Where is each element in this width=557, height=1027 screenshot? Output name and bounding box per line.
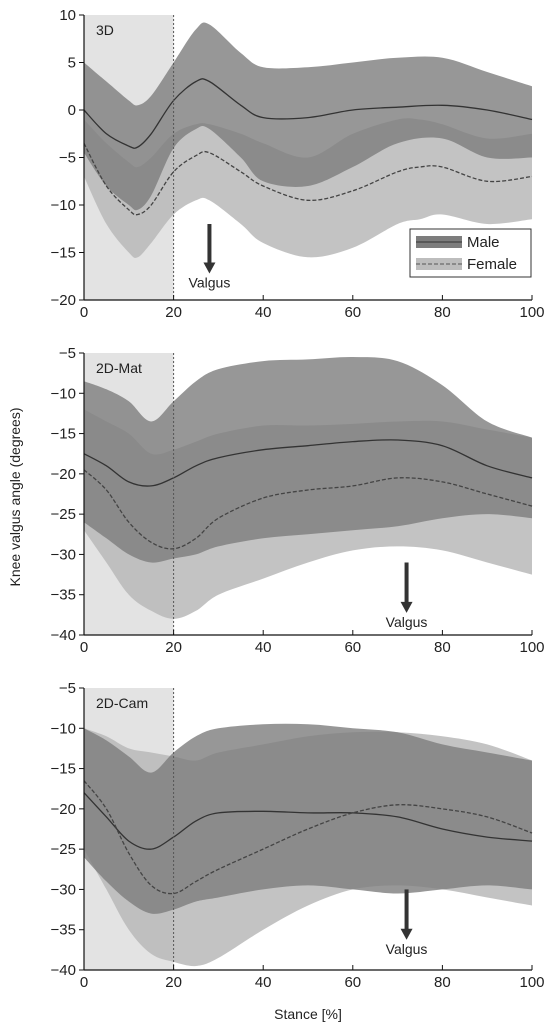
male-mean-line xyxy=(83,78,533,149)
x-tick-label: 0 xyxy=(80,974,88,991)
y-tick-label: −40 xyxy=(51,962,76,979)
y-tick-label: −5 xyxy=(59,680,76,697)
y-tick-label: −5 xyxy=(59,150,76,167)
male-mean-line xyxy=(83,439,533,487)
panel-label: 2D-Cam xyxy=(96,695,148,711)
legend-label: Female xyxy=(467,256,517,273)
x-tick-label: 100 xyxy=(519,639,544,656)
y-tick-label: −15 xyxy=(51,245,76,262)
valgus-arrow-head xyxy=(400,601,413,613)
y-tick-label: −35 xyxy=(51,587,76,604)
x-tick-label: 80 xyxy=(434,639,451,656)
x-tick-label: 60 xyxy=(344,304,361,321)
y-tick-label: −30 xyxy=(51,546,76,563)
x-tick-label: 20 xyxy=(165,304,182,321)
x-tick-label: 100 xyxy=(519,974,544,991)
male-sd-band xyxy=(84,723,532,914)
x-tick-label: 60 xyxy=(344,639,361,656)
y-tick-label: −20 xyxy=(51,292,76,309)
y-tick-label: −15 xyxy=(51,761,76,778)
x-tick-label: 40 xyxy=(255,639,272,656)
legend-swatch xyxy=(416,258,462,270)
y-tick-label: −10 xyxy=(51,197,76,214)
legend-label: Male xyxy=(467,234,500,251)
panel-2: −40 −35 −30 −25 −20 −15 −10 −5 0 20 40 60 80 100 2D-Ca… xyxy=(51,680,545,991)
y-tick-label: −10 xyxy=(51,720,76,737)
male-sd-band xyxy=(84,356,532,563)
y-tick-label: −20 xyxy=(51,466,76,483)
x-tick-label: 60 xyxy=(344,974,361,991)
y-tick-label: −15 xyxy=(51,426,76,443)
y-axis-title: Knee valgus angle (degrees) xyxy=(7,407,23,586)
x-tick-label: 100 xyxy=(519,304,544,321)
x-tick-label: 40 xyxy=(255,304,272,321)
x-tick-label: 80 xyxy=(434,974,451,991)
y-tick-label: −10 xyxy=(51,385,76,402)
panel-label: 2D-Mat xyxy=(96,360,142,376)
x-axis-title: Stance [%] xyxy=(274,1006,342,1022)
female-mean-line xyxy=(83,469,533,550)
panel-label: 3D xyxy=(96,22,114,38)
y-tick-label: −25 xyxy=(51,841,76,858)
valgus-annotation: Valgus xyxy=(386,941,428,957)
x-tick-label: 0 xyxy=(80,639,88,656)
panel-1: −40 −35 −30 −25 −20 −15 −10 −5 0 20 40 60 80 100 2D-Ma… xyxy=(51,345,545,656)
x-tick-label: 20 xyxy=(165,639,182,656)
male-mean-line xyxy=(83,792,533,850)
x-tick-label: 40 xyxy=(255,974,272,991)
valgus-arrow-head xyxy=(400,928,413,940)
x-tick-label: 80 xyxy=(434,304,451,321)
male-sd-band xyxy=(84,22,532,211)
valgus-annotation: Valgus xyxy=(386,614,428,630)
female-mean-line xyxy=(83,780,533,895)
y-tick-label: 0 xyxy=(68,102,76,119)
female-sd-band xyxy=(84,118,532,258)
y-tick-label: −30 xyxy=(51,881,76,898)
y-tick-label: −20 xyxy=(51,801,76,818)
y-tick-label: −25 xyxy=(51,506,76,523)
y-tick-label: −40 xyxy=(51,627,76,644)
y-tick-label: 10 xyxy=(59,7,76,24)
valgus-annotation: Valgus xyxy=(189,275,231,291)
x-tick-label: 0 xyxy=(80,304,88,321)
legend: Male Female xyxy=(409,228,532,278)
y-tick-label: 5 xyxy=(68,55,76,72)
y-tick-label: −5 xyxy=(59,345,76,362)
x-tick-label: 20 xyxy=(165,974,182,991)
valgus-arrow-head xyxy=(203,262,216,274)
y-tick-label: −35 xyxy=(51,922,76,939)
